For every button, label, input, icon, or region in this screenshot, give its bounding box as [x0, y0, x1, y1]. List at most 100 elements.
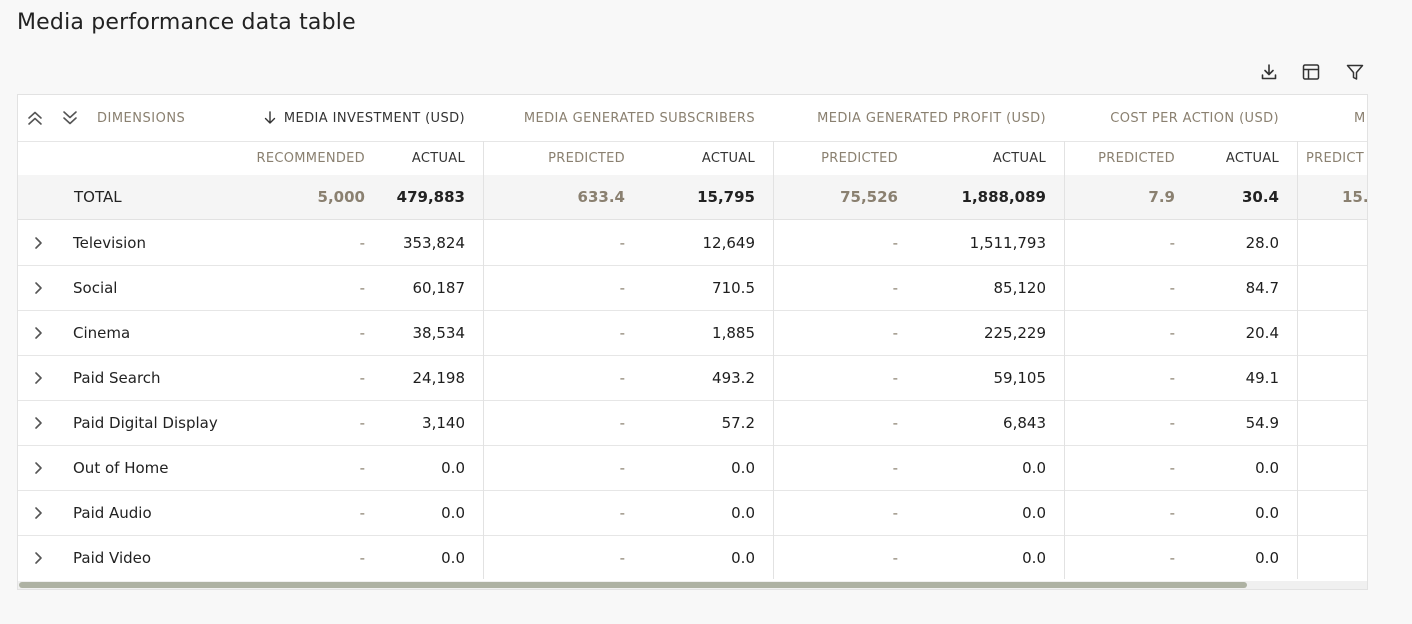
column-separator	[1297, 141, 1298, 579]
column-group-header[interactable]: MEDIA GENERATED PROFIT (USD)	[773, 95, 1046, 141]
table-cell: 59,105	[993, 368, 1047, 387]
total-cell: 15.	[1342, 188, 1367, 206]
table-cell: 0.0	[1255, 503, 1279, 522]
total-cell: 1,888,089	[961, 188, 1046, 206]
data-table: DIMENSIONS MEDIA INVESTMENT (USD) MEDIA G…	[17, 94, 1368, 590]
expand-row-chevron-icon[interactable]	[28, 310, 48, 355]
table-grid: DIMENSIONS MEDIA INVESTMENT (USD) MEDIA G…	[18, 95, 1367, 579]
dimensions-label: DIMENSIONS	[97, 110, 186, 126]
column-subheader[interactable]: PREDICTED	[1098, 150, 1175, 166]
total-cell: 75,526	[840, 188, 898, 206]
row-dimension-name: Social	[73, 278, 118, 297]
table-cell: 0.0	[731, 548, 755, 567]
table-cell: 493.2	[712, 368, 755, 387]
table-cell: 20.4	[1245, 323, 1279, 342]
table-cell: 0.0	[1022, 503, 1046, 522]
column-group-label: M	[1354, 110, 1366, 126]
column-group-label: COST PER ACTION (USD)	[1110, 110, 1279, 126]
column-subheader[interactable]: ACTUAL	[992, 150, 1046, 166]
table-cell: -	[359, 458, 365, 477]
column-subheader[interactable]: PREDICTED	[821, 150, 898, 166]
expand-row-chevron-icon[interactable]	[28, 265, 48, 310]
horizontal-scrollbar[interactable]	[18, 581, 1367, 589]
table-cell: 225,229	[983, 323, 1046, 342]
table-cell: -	[619, 278, 625, 297]
total-row	[18, 175, 1367, 220]
table-cell: -	[359, 413, 365, 432]
table-cell: -	[1169, 368, 1175, 387]
expand-row-chevron-icon[interactable]	[28, 400, 48, 445]
table-cell: 57.2	[721, 413, 755, 432]
column-subheader[interactable]: PREDICTED	[548, 150, 625, 166]
table-cell: 710.5	[712, 278, 755, 297]
expand-all-icon[interactable]	[61, 109, 79, 131]
expand-row-chevron-icon[interactable]	[28, 535, 48, 579]
expand-row-chevron-icon[interactable]	[28, 220, 48, 265]
table-cell: -	[1169, 458, 1175, 477]
table-cell: -	[892, 278, 898, 297]
total-cell: 633.4	[577, 188, 625, 206]
column-subheader[interactable]: ACTUAL	[411, 150, 465, 166]
column-subheader[interactable]: ACTUAL	[1225, 150, 1279, 166]
table-row	[18, 490, 1367, 536]
dimensions-subheader	[18, 141, 240, 175]
column-subheader[interactable]: ACTUAL	[701, 150, 755, 166]
table-columns-icon	[1302, 64, 1320, 80]
column-group-label: MEDIA INVESTMENT (USD)	[283, 110, 465, 126]
row-dimension-name: Paid Digital Display	[73, 413, 218, 432]
column-group-header[interactable]: MEDIA INVESTMENT (USD)	[240, 95, 465, 141]
scrollbar-thumb[interactable]	[19, 582, 1247, 588]
table-cell: 1,511,793	[969, 233, 1046, 252]
table-cell: -	[1169, 413, 1175, 432]
table-row	[18, 220, 1367, 266]
table-cell: -	[892, 548, 898, 567]
row-dimension-name: Out of Home	[73, 458, 169, 477]
table-cell: -	[359, 548, 365, 567]
table-cell: -	[619, 458, 625, 477]
expand-row-chevron-icon[interactable]	[28, 490, 48, 535]
column-subheader[interactable]: PREDICT	[1306, 150, 1365, 166]
table-cell: -	[892, 458, 898, 477]
column-subheader[interactable]: RECOMMENDED	[256, 150, 365, 166]
table-cell: -	[892, 233, 898, 252]
expand-row-chevron-icon[interactable]	[28, 445, 48, 490]
row-dimension-name: Paid Search	[73, 368, 161, 387]
column-group-header[interactable]: MEDIA GENERATED SUBSCRIBERS	[483, 95, 755, 141]
table-cell: -	[1169, 323, 1175, 342]
table-cell: -	[892, 413, 898, 432]
total-cell: 15,795	[697, 188, 755, 206]
table-cell: -	[619, 503, 625, 522]
table-row	[18, 310, 1367, 356]
table-cell: 0.0	[1255, 458, 1279, 477]
column-group-header[interactable]: COST PER ACTION (USD)	[1064, 95, 1279, 141]
table-cell: 0.0	[441, 458, 465, 477]
row-dimension-name: Paid Video	[73, 548, 152, 567]
table-cell: 353,824	[402, 233, 465, 252]
row-dimension-name: Cinema	[73, 323, 131, 342]
column-separator	[1064, 141, 1065, 579]
table-cell: -	[619, 548, 625, 567]
expand-row-chevron-icon[interactable]	[28, 355, 48, 400]
table-cell: 24,198	[412, 368, 466, 387]
collapse-all-icon[interactable]	[26, 109, 44, 131]
table-cell: -	[892, 503, 898, 522]
download-button[interactable]	[1256, 60, 1282, 84]
columns-button[interactable]	[1298, 60, 1324, 84]
table-cell: 3,140	[422, 413, 465, 432]
table-cell: 0.0	[1022, 548, 1046, 567]
total-cell: 5,000	[317, 188, 365, 206]
column-group-label: MEDIA GENERATED PROFIT (USD)	[817, 110, 1046, 126]
total-cell: 479,883	[396, 188, 465, 206]
table-cell: -	[1169, 233, 1175, 252]
table-cell: -	[619, 323, 625, 342]
table-cell: 28.0	[1245, 233, 1279, 252]
table-cell: 38,534	[412, 323, 466, 342]
table-row	[18, 265, 1367, 311]
filter-button[interactable]	[1342, 60, 1368, 84]
total-cell: 30.4	[1241, 188, 1279, 206]
column-group-header[interactable]: M	[1297, 95, 1367, 141]
sort-descending-icon[interactable]	[262, 110, 278, 126]
table-cell: 1,885	[712, 323, 755, 342]
total-cell: 7.9	[1148, 188, 1175, 206]
table-cell: -	[892, 368, 898, 387]
